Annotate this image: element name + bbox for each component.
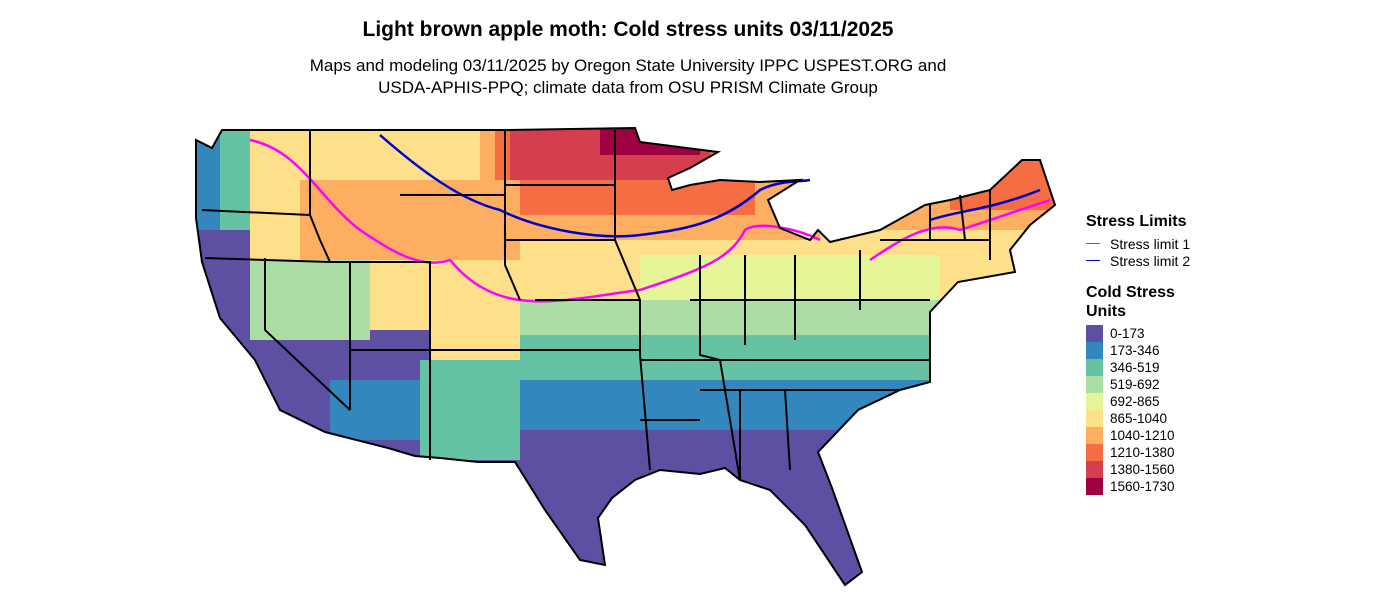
legend-unit-row: 1560-1730 xyxy=(1086,478,1196,495)
map-title: Light brown apple moth: Cold stress unit… xyxy=(362,18,894,41)
legend-unit-swatch xyxy=(1086,342,1103,359)
legend-unit-label: 865-1040 xyxy=(1110,411,1168,426)
legend-unit-swatch xyxy=(1086,427,1103,444)
legend-unit-swatch xyxy=(1086,410,1103,427)
legend-unit-label: 0-173 xyxy=(1110,326,1145,341)
legend-unit-label: 1380-1560 xyxy=(1110,462,1175,477)
legend-unit-row: 865-1040 xyxy=(1086,410,1196,427)
stress-limit-1-contour xyxy=(249,138,821,303)
stress-limit-1-contour-east xyxy=(869,198,1051,262)
legend-item-stress-limit-1: Stress limit 1 xyxy=(1086,235,1196,252)
legend-unit-row: 0-173 xyxy=(1086,325,1196,342)
stress-limit-2-label: Stress limit 2 xyxy=(1110,252,1191,269)
legend-unit-swatch xyxy=(1086,393,1103,410)
legend-unit-label: 1040-1210 xyxy=(1110,428,1175,443)
legend-unit-swatch xyxy=(1086,325,1103,342)
legend-unit-label: 346-519 xyxy=(1110,360,1160,375)
map-subtitle: Maps and modeling 03/11/2025 by Oregon S… xyxy=(0,55,1256,99)
legend-unit-swatch xyxy=(1086,376,1103,393)
legend-unit-row: 346-519 xyxy=(1086,359,1196,376)
legend-stress-limits: Stress Limits Stress limit 1 Stress limi… xyxy=(1086,212,1196,269)
legend-unit-label: 1210-1380 xyxy=(1110,445,1175,460)
legend-unit-list: 0-173 173-346 346-519 519-692 692-865 865-104… xyxy=(1086,325,1196,495)
legend-unit-label: 1560-1730 xyxy=(1110,479,1175,494)
legend-unit-row: 1210-1380 xyxy=(1086,444,1196,461)
legend-unit-swatch xyxy=(1086,461,1103,478)
subtitle-line-1: Maps and modeling 03/11/2025 by Oregon S… xyxy=(309,56,947,75)
legend-unit-row: 1040-1210 xyxy=(1086,427,1196,444)
stress-limit-2-contour xyxy=(379,134,811,238)
legend-unit-swatch xyxy=(1086,478,1103,495)
legend-unit-row: 173-346 xyxy=(1086,342,1196,359)
legend-unit-row: 519-692 xyxy=(1086,376,1196,393)
legend-unit-row: 692-865 xyxy=(1086,393,1196,410)
state-boundaries xyxy=(195,126,1057,587)
stress-limit-1-swatch xyxy=(1086,243,1100,244)
legend-item-stress-limit-2: Stress limit 2 xyxy=(1086,252,1196,269)
legend-unit-label: 692-865 xyxy=(1110,394,1160,409)
legend-unit-swatch xyxy=(1086,359,1103,376)
legend-stress-limits-title: Stress Limits xyxy=(1086,213,1187,230)
subtitle-line-2: USDA-APHIS-PPQ; climate data from OSU PR… xyxy=(378,78,878,97)
legend-cold-stress-units: Cold Stress Units 0-173 173-346 346-519 519… xyxy=(1086,283,1196,495)
stress-limit-2-contour-east xyxy=(929,188,1041,222)
legend-unit-row: 1380-1560 xyxy=(1086,461,1196,478)
legend-unit-label: 519-692 xyxy=(1110,377,1160,392)
legend-cold-stress-units-title: Cold Stress Units xyxy=(1086,284,1175,320)
legend-unit-label: 173-346 xyxy=(1110,343,1160,358)
stress-limit-1-label: Stress limit 1 xyxy=(1110,235,1191,252)
stress-limit-2-swatch xyxy=(1086,260,1100,261)
legend-unit-swatch xyxy=(1086,444,1103,461)
